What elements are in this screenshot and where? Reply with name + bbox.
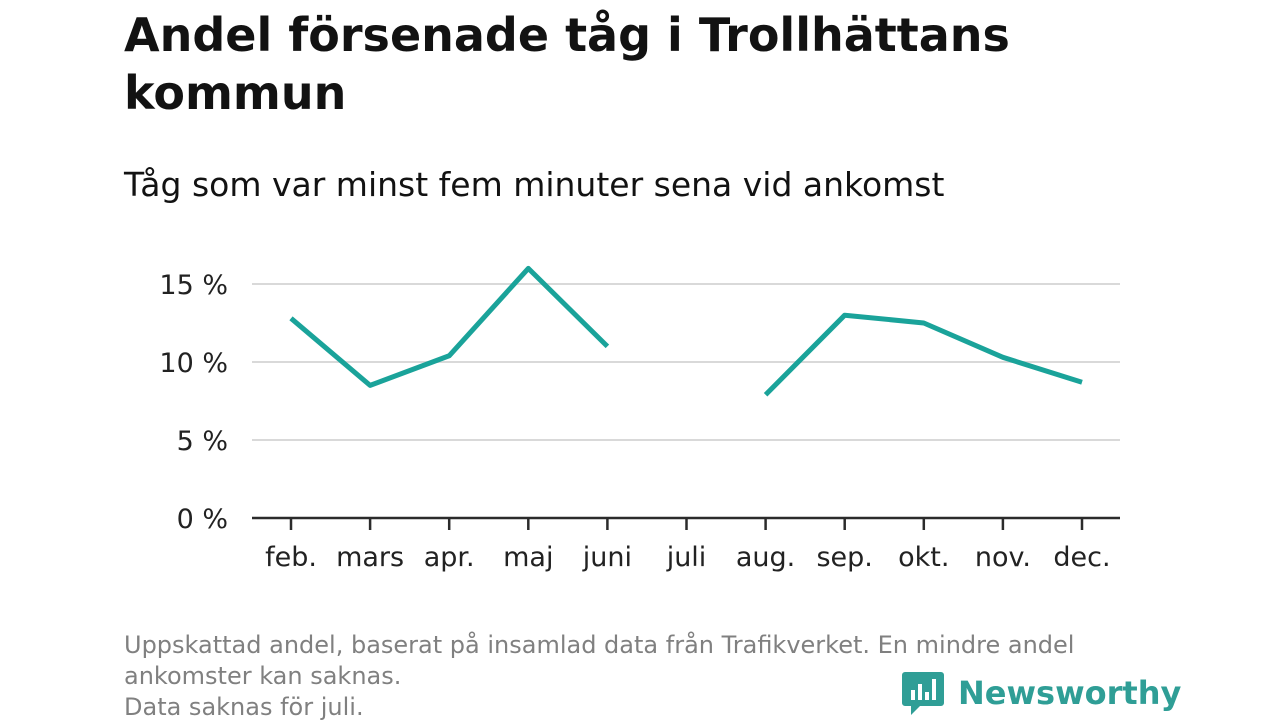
y-tick-label-5: 5 % [177, 426, 228, 457]
x-axis-tick-labels: feb. mars apr. maj juni juli aug. sep. okt. nov. d… [265, 542, 1111, 573]
series-line-segment [763, 312, 1083, 397]
y-tick-label-15: 15 % [159, 270, 228, 301]
y-tick-label-0: 0 % [177, 504, 228, 535]
x-tick-label: aug. [736, 542, 795, 573]
x-tick-label: feb. [265, 542, 317, 573]
x-tick-label: juli [666, 542, 707, 573]
footnote-source: Uppskattad andel, baserat på insamlad da… [124, 631, 1075, 690]
series-lines [289, 265, 1083, 397]
line-chart: 0 % 5 % 10 % 15 % feb. mars apr. maj juni juli au… [159, 265, 1120, 573]
x-tick-label: maj [503, 542, 553, 573]
series-line-segment [289, 265, 610, 388]
newsworthy-logo[interactable]: Newsworthy [902, 670, 1181, 716]
x-tick-label: dec. [1053, 542, 1110, 573]
brand-name: Newsworthy [958, 674, 1182, 712]
footnote-missing-data: Data saknas för juli. [124, 693, 364, 721]
y-tick-label-10: 10 % [159, 348, 228, 379]
chart-subtitle: Tåg som var minst fem minuter sena vid a… [124, 165, 945, 204]
x-tick-label: juni [582, 542, 632, 573]
x-tick-label: apr. [424, 542, 475, 573]
chart-footnote: Uppskattad andel, baserat på insamlad da… [124, 630, 1154, 723]
newsworthy-logo-icon [902, 672, 944, 715]
x-tick-label: sep. [816, 542, 872, 573]
chart-title: Andel försenade tåg i Trollhättans kommu… [124, 8, 1010, 120]
y-axis-tick-labels: 0 % 5 % 10 % 15 % [159, 270, 228, 535]
x-tick-label: okt. [898, 542, 949, 573]
x-tick-label: mars [336, 542, 404, 573]
grid-lines [252, 283, 1120, 441]
x-axis [252, 516, 1120, 530]
x-tick-label: nov. [975, 542, 1031, 573]
